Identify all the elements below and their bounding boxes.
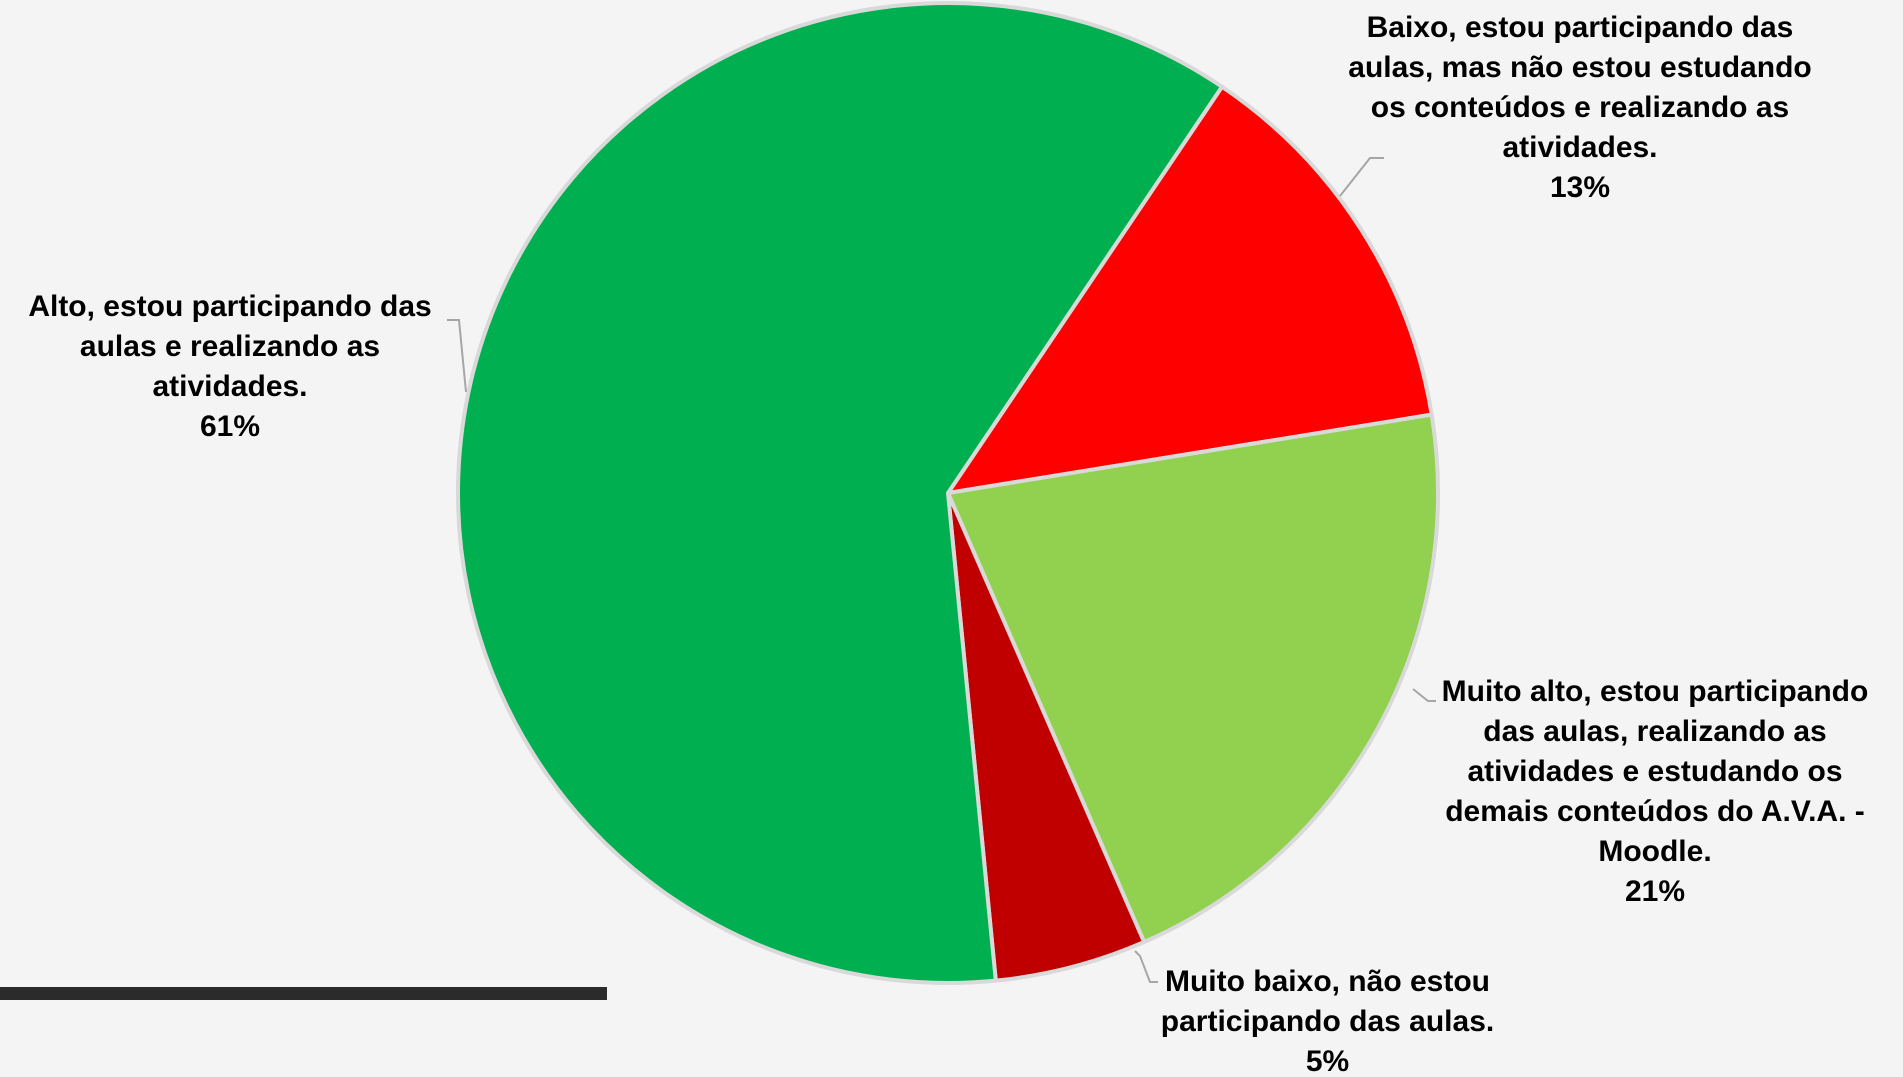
slice-muito-alto — [946, 412, 1440, 945]
data-label-baixo: Baixo, estou participando das aulas, mas… — [1345, 8, 1815, 208]
leader-line-baixo — [1339, 157, 1384, 197]
slice-percent-baixo: 13% — [1549, 171, 1611, 204]
slice-percent-muito-alto: 21% — [1624, 875, 1686, 908]
data-label-muito-alto: Muito alto, estou participando das aulas… — [1425, 672, 1885, 912]
data-label-alto: Alto, estou participando das aulas e rea… — [10, 287, 450, 447]
slice-label-alto: Alto, estou participando das aulas e rea… — [28, 290, 432, 403]
slice-baixo — [946, 84, 1434, 495]
slice-alto — [456, 1, 1224, 985]
slice-percent-alto: 61% — [199, 410, 261, 443]
leader-line-muito-alto — [1412, 688, 1436, 702]
slice-label-baixo: Baixo, estou participando das aulas, mas… — [1348, 11, 1812, 164]
slice-label-muito-alto: Muito alto, estou participando das aulas… — [1441, 675, 1869, 868]
slice-muito-baixo — [946, 491, 1147, 983]
slice-label-muito-baixo: Muito baixo, não estou participando das … — [1160, 965, 1495, 1038]
decorative-bar — [0, 987, 607, 1000]
data-label-muito-baixo: Muito baixo, não estou participando das … — [1140, 962, 1515, 1077]
leader-line-alto — [447, 319, 467, 393]
slice-percent-muito-baixo: 5% — [1305, 1045, 1350, 1077]
leader-line-muito-baixo — [1134, 950, 1158, 983]
